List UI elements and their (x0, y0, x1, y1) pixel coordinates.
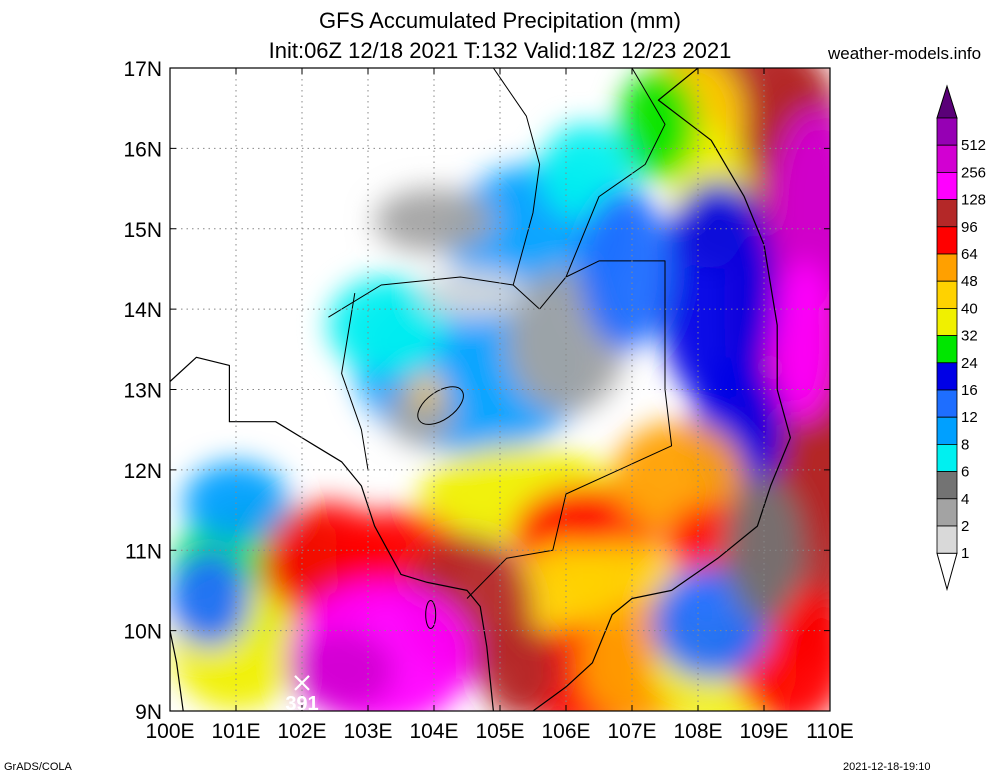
legend-arrow-bottom (936, 552, 958, 592)
legend-label: 6 (961, 464, 969, 481)
legend-label: 24 (961, 355, 978, 372)
y-tick-label: 12N (123, 460, 162, 483)
legend-label: 4 (961, 491, 969, 508)
legend-label: 96 (961, 219, 978, 236)
x-tick-label: 109E (739, 720, 788, 743)
gulf-coastline (170, 356, 494, 711)
phu-quoc-island (425, 600, 437, 630)
tonle-sap-lake (417, 386, 464, 425)
legend-label: 12 (961, 409, 978, 426)
legend-label: 16 (961, 382, 978, 399)
laos-thai-border (492, 68, 541, 286)
thai-cambodia-border (341, 293, 369, 470)
legend-arrow-top (936, 84, 958, 119)
x-tick-label: 100E (145, 720, 194, 743)
axes: 100E 101E 102E 103E 104E 105E 106E 107E 108E 109E… (123, 58, 853, 743)
x-tick-label: 102E (277, 720, 326, 743)
max-marker-cross (294, 675, 310, 691)
x-tick-label: 104E (409, 720, 458, 743)
y-tick-label: 14N (123, 299, 162, 322)
grid-lines (170, 68, 830, 711)
legend-swatch (936, 335, 958, 364)
legend-label: 512 (961, 137, 986, 154)
legend-label: 1 (961, 545, 969, 562)
legend-swatch (936, 389, 958, 418)
y-tick-label: 16N (123, 138, 162, 161)
legend-swatch (936, 498, 958, 527)
x-tick-label: 110E (806, 720, 854, 743)
laos-vietnam-border (565, 68, 666, 278)
chart-title: GFS Accumulated Precipitation (mm) (319, 8, 681, 33)
x-tick-label: 105E (475, 720, 524, 743)
legend-label: 32 (961, 328, 978, 345)
legend-label: 256 (961, 164, 986, 181)
legend-swatch (936, 171, 958, 200)
legend-swatch (936, 253, 958, 282)
footer-software: GrADS/COLA (4, 761, 72, 773)
precip-field (170, 68, 830, 711)
footer-timestamp: 2021-12-18-19:10 (843, 761, 931, 773)
legend-label: 2 (961, 518, 969, 535)
legend-swatch (936, 117, 958, 146)
legend-swatch (936, 280, 958, 309)
legend-label: 40 (961, 300, 978, 317)
x-tick-label: 108E (673, 720, 722, 743)
max-value-marker: 391 (285, 675, 319, 715)
legend-swatch (936, 443, 958, 472)
y-tick-label: 10N (123, 621, 162, 644)
legend-label: 8 (961, 436, 969, 453)
legend-swatch (936, 416, 958, 445)
legend-swatch (936, 525, 958, 554)
legend-swatch (936, 144, 958, 173)
legend-swatch (936, 226, 958, 255)
y-tick-label: 13N (123, 380, 162, 403)
site-credit: weather-models.info (828, 44, 982, 63)
y-tick-label: 17N (123, 58, 162, 81)
x-tick-label: 101E (211, 720, 260, 743)
chart-subtitle: Init:06Z 12/18 2021 T:132 Valid:18Z 12/2… (268, 38, 732, 63)
legend-label: 64 (961, 246, 978, 263)
peninsula-coastline (170, 630, 184, 711)
legend-label: 128 (961, 192, 986, 209)
legend-label: 48 (961, 273, 978, 290)
y-tick-label: 15N (123, 219, 162, 242)
max-marker-label: 391 (285, 693, 318, 715)
legend-swatch (936, 307, 958, 336)
y-tick-label: 9N (135, 701, 162, 724)
y-tick-label: 11N (125, 540, 162, 563)
legend-swatch (936, 199, 958, 228)
cambodia-border (328, 260, 673, 599)
legend-swatch (936, 471, 958, 500)
legend-swatch (936, 362, 958, 391)
x-tick-label: 106E (541, 720, 590, 743)
x-tick-label: 107E (607, 720, 656, 743)
x-tick-label: 103E (343, 720, 392, 743)
